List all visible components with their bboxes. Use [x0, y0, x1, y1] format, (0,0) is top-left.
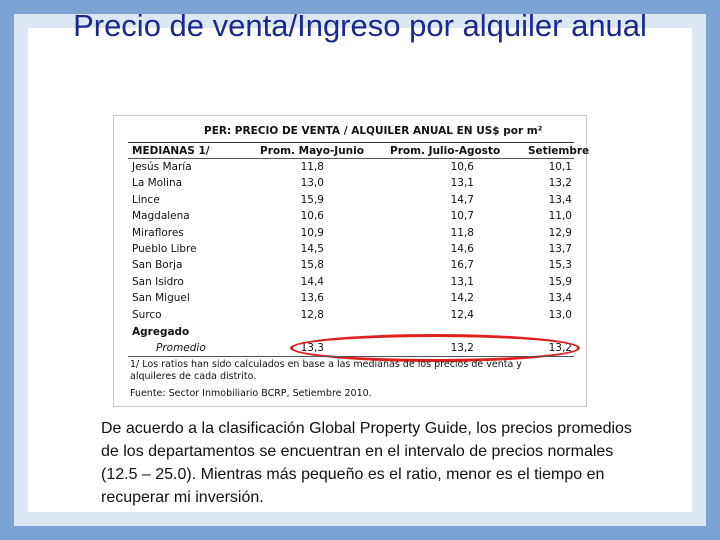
table-row: Miraflores 10,9 11,8 12,9	[114, 227, 588, 243]
table-row: San Borja 15,8 16,7 15,3	[114, 259, 588, 275]
district-name: Surco	[132, 308, 162, 321]
ratio-value: 13,1	[450, 275, 474, 288]
ratio-value: 14,5	[300, 243, 324, 255]
ratio-value: 10,9	[300, 226, 324, 239]
district-name: Jesús María	[132, 161, 192, 173]
col-header-setiembre: Setiembre	[528, 145, 590, 157]
ratio-value: 16,7	[450, 259, 474, 272]
district-name: La Molina	[132, 177, 183, 190]
ratio-value: 13,0	[300, 177, 324, 190]
district-name: Pueblo Libre	[132, 243, 197, 255]
table-row: La Molina 13,0 13,1 13,2	[114, 177, 588, 193]
district-name: Lince	[132, 193, 160, 206]
ratio-value: 14,2	[450, 292, 474, 305]
ratio-value: 11,8	[300, 161, 324, 173]
ratio-value: 14,7	[450, 193, 474, 206]
district-name: San Borja	[132, 259, 183, 272]
table-footnote: 1/ Los ratios han sido calculados en bas…	[130, 359, 522, 382]
table-row: San Isidro 14,4 13,1 15,9	[114, 276, 588, 292]
ratio-value: 14,6	[450, 243, 474, 255]
ratio-value: 10,7	[450, 210, 474, 223]
ratio-value: 13,7	[548, 243, 572, 255]
district-name: Magdalena	[132, 210, 190, 223]
table-header: PER: PRECIO DE VENTA / ALQUILER ANUAL EN…	[204, 125, 543, 137]
slide-body-text: De acuerdo a la clasificación Global Pro…	[101, 420, 632, 506]
col-header-medianas: MEDIANAS 1/	[132, 145, 210, 157]
highlight-ellipse	[290, 334, 580, 362]
slide-title: Precio de venta/Ingreso por alquiler anu…	[73, 8, 647, 43]
ratio-value: 13,2	[548, 177, 572, 190]
ratio-value: 12,9	[548, 226, 572, 239]
table-row: Pueblo Libre 14,5 14,6 13,7	[114, 243, 588, 259]
ratio-value: 14,4	[300, 275, 324, 288]
ratio-value: 12,8	[300, 308, 324, 321]
ratio-value: 13,0	[548, 308, 572, 321]
ratio-value: 13,6	[300, 292, 324, 305]
table-rule-header	[128, 158, 574, 159]
district-name: San Miguel	[132, 292, 190, 305]
ratio-value: 11,0	[548, 210, 572, 223]
ratio-value: 11,8	[450, 226, 474, 239]
ratio-value: 13,4	[548, 193, 572, 206]
ratio-value: 13,4	[548, 292, 572, 305]
table-row: San Miguel 13,6 14,2 13,4	[114, 292, 588, 308]
table-rule-bottom	[128, 356, 574, 357]
table-rule-top	[128, 142, 574, 143]
table-row: Magdalena 10,6 10,7 11,0	[114, 210, 588, 226]
group-label-agregado: Agregado	[132, 326, 190, 338]
ratio-value: 10,1	[548, 161, 572, 173]
table-row: Lince 15,9 14,7 13,4	[114, 194, 588, 210]
table-row: Surco 12,8 12,4 13,0	[114, 309, 588, 325]
table-source: Fuente: Sector Inmobiliario BCRP, Setiem…	[130, 388, 372, 399]
promedio-label: Promedio	[156, 342, 206, 354]
ratio-value: 15,9	[300, 193, 324, 206]
col-header-julio-agosto: Prom. Julio-Agosto	[390, 145, 501, 157]
col-header-mayo-junio: Prom. Mayo-Junio	[260, 145, 364, 157]
data-table-image: PER: PRECIO DE VENTA / ALQUILER ANUAL EN…	[113, 115, 590, 407]
table-row: Jesús María 11,8 10,6 10,1	[114, 161, 588, 177]
ratio-value: 12,4	[450, 308, 474, 321]
ratio-value: 10,6	[300, 210, 324, 223]
ratio-value: 15,3	[548, 259, 572, 272]
ratio-value: 15,9	[548, 275, 572, 288]
ratio-value: 10,6	[450, 161, 474, 173]
ratio-value: 13,1	[450, 177, 474, 190]
ratio-value: 15,8	[300, 259, 324, 272]
district-name: Miraflores	[132, 226, 184, 239]
district-name: San Isidro	[132, 275, 184, 288]
